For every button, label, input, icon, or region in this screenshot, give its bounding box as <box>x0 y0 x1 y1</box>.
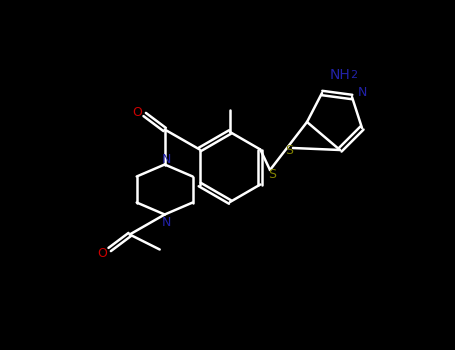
Text: S: S <box>285 145 293 158</box>
Text: N: N <box>162 153 172 166</box>
Text: O: O <box>97 247 106 260</box>
Text: O: O <box>132 106 142 119</box>
Text: S: S <box>268 168 276 181</box>
Text: 2: 2 <box>350 70 357 80</box>
Text: N: N <box>162 216 172 229</box>
Text: N: N <box>357 86 367 99</box>
Text: NH: NH <box>330 68 351 82</box>
